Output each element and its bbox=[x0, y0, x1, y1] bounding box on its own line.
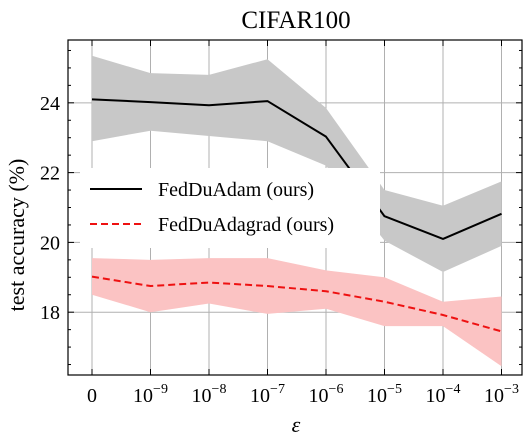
y-tick-label: 22 bbox=[40, 163, 60, 185]
confidence-band-1 bbox=[92, 258, 502, 367]
chart-title: CIFAR100 bbox=[241, 7, 350, 34]
x-tick-label: 10−5 bbox=[367, 382, 402, 407]
x-tick-label: 10−3 bbox=[484, 382, 519, 407]
legend: FedDuAdam (ours) FedDuAdagrad (ours) bbox=[80, 168, 380, 248]
ticks bbox=[68, 40, 522, 375]
series-line-0 bbox=[91, 98, 502, 240]
series-line-1 bbox=[91, 275, 502, 333]
x-tick-labels: 0 10−9 10−8 10−7 10−6 10−5 10−4 10−3 bbox=[87, 382, 519, 407]
series-lines bbox=[91, 98, 502, 333]
x-tick-label: 10−8 bbox=[192, 382, 227, 407]
x-tick-label: 10−9 bbox=[133, 382, 168, 407]
x-tick-label: 10−4 bbox=[426, 382, 461, 407]
legend-background bbox=[80, 168, 380, 248]
x-axis-label: ε bbox=[292, 412, 301, 437]
confidence-band-0 bbox=[92, 55, 502, 273]
y-tick-label: 24 bbox=[40, 93, 60, 115]
legend-label-fedduadagrad: FedDuAdagrad (ours) bbox=[158, 214, 334, 236]
y-tick-labels: 18 20 22 24 bbox=[40, 93, 60, 324]
x-tick-label: 10−6 bbox=[309, 382, 344, 407]
y-tick-label: 18 bbox=[40, 302, 60, 324]
confidence-bands bbox=[92, 55, 502, 367]
y-axis-label: test accuracy (%) bbox=[4, 159, 29, 312]
x-tick-label: 10−7 bbox=[250, 382, 285, 407]
legend-label-fedduadam: FedDuAdam (ours) bbox=[158, 179, 314, 201]
y-tick-label: 20 bbox=[40, 232, 60, 254]
x-tick-label: 0 bbox=[87, 385, 97, 407]
